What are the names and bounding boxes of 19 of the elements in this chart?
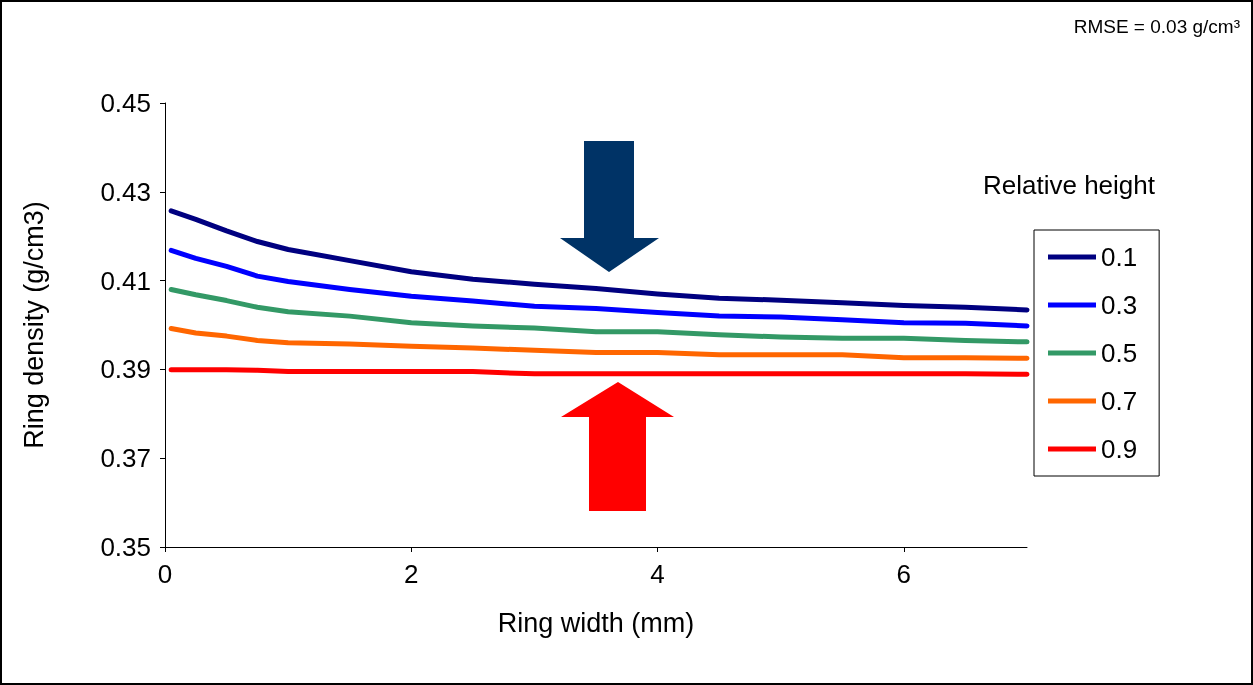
x-tick-label: 2: [404, 559, 419, 589]
y-tick-label: 0.43: [100, 176, 151, 207]
text: RMSE = 0.03 g/cm³: [1073, 16, 1241, 37]
y-tick-label: 0.37: [100, 443, 151, 474]
y-tick-label: 0.45: [100, 88, 151, 118]
legend-label: 0.9: [1101, 434, 1138, 464]
y-tick-label: 0.35: [100, 532, 151, 562]
y-axis-title: Ring density (g/cm3): [18, 201, 49, 449]
legend-title: Relative height: [983, 170, 1156, 200]
x-axis-title: Ring width (mm): [497, 607, 695, 638]
legend-label: 0.7: [1101, 386, 1138, 416]
legend-label: 0.1: [1101, 242, 1138, 272]
x-tick-label: 0: [157, 559, 173, 589]
x-tick-label: 4: [650, 559, 665, 589]
y-tick-label: 0.39: [100, 354, 151, 385]
y-tick-label: 0.41: [100, 265, 151, 296]
legend-label: 0.3: [1101, 290, 1138, 320]
legend-label: 0.5: [1101, 338, 1138, 368]
x-tick-label: 6: [896, 559, 912, 589]
